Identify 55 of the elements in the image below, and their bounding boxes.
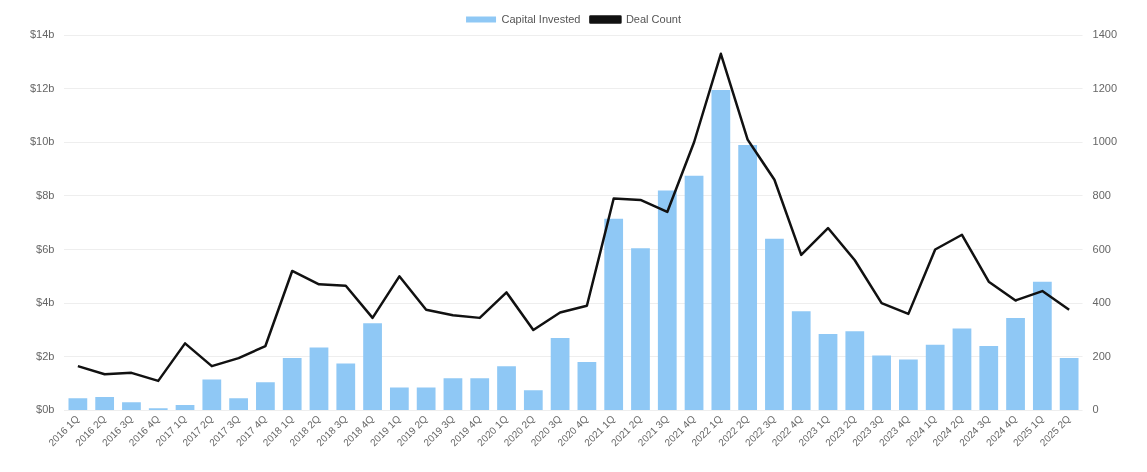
- bar: [256, 382, 275, 410]
- bar: [684, 175, 704, 410]
- y-tick-label: $12b: [29, 81, 55, 94]
- bar: [845, 331, 865, 410]
- y-tick-label: $4b: [36, 296, 55, 309]
- bar: [1006, 317, 1025, 410]
- bar: [202, 379, 222, 410]
- bar: [818, 333, 838, 410]
- bar: [872, 355, 891, 410]
- bar: [604, 218, 624, 410]
- bar: [1059, 358, 1079, 410]
- y2-tick-label: 0: [1092, 403, 1099, 416]
- y-tick-label: $8b: [36, 188, 55, 201]
- bar: [899, 359, 918, 410]
- y-tick-label: $10b: [29, 135, 55, 148]
- bar: [336, 363, 356, 410]
- bar: [282, 358, 302, 410]
- y2-tick-label: 200: [1092, 349, 1111, 362]
- y2-tick-label: 1400: [1092, 28, 1118, 41]
- bar: [175, 405, 195, 410]
- bar: [791, 311, 811, 410]
- bar: [416, 387, 436, 410]
- bar: [363, 323, 382, 410]
- bar: [497, 366, 516, 410]
- bar: [443, 378, 463, 410]
- bar: [1032, 281, 1052, 410]
- y-tick-label: $6b: [36, 242, 55, 255]
- bar: [389, 387, 409, 410]
- y2-tick-label: 1200: [1092, 81, 1118, 94]
- legend-label: Capital Invested: [501, 12, 581, 25]
- bar: [470, 378, 490, 410]
- bar: [952, 328, 972, 410]
- y-tick-label: $2b: [36, 349, 55, 362]
- bar: [711, 89, 731, 410]
- bar: [229, 398, 248, 410]
- bar: [925, 344, 945, 410]
- bar: [309, 347, 329, 410]
- y2-tick-label: 800: [1092, 188, 1111, 201]
- y2-tick-label: 1000: [1092, 135, 1118, 148]
- bar: [657, 190, 677, 410]
- bar: [631, 248, 650, 410]
- bar: [765, 238, 784, 410]
- y2-tick-label: 400: [1092, 296, 1111, 309]
- bar: [68, 398, 88, 410]
- y-tick-label: $14b: [29, 28, 55, 41]
- bar: [523, 390, 543, 410]
- y-tick-label: $0b: [36, 403, 55, 416]
- legend-label: Deal Count: [625, 12, 681, 25]
- bar: [95, 396, 115, 410]
- bar: [979, 346, 999, 410]
- bar: [738, 144, 758, 410]
- bar: [550, 337, 570, 410]
- y2-tick-label: 600: [1092, 242, 1111, 255]
- bar: [577, 362, 597, 410]
- bar: [122, 402, 141, 410]
